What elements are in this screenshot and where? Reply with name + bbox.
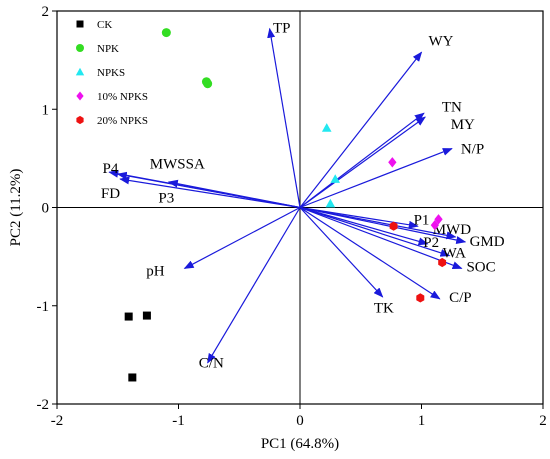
vector-label: WA <box>443 246 466 262</box>
legend-marker <box>76 20 84 28</box>
vector-arrow-fd <box>119 176 301 209</box>
x-tick-label: -2 <box>51 413 64 429</box>
point-20-npks <box>438 257 447 268</box>
vector-arrow-my <box>299 116 426 208</box>
vector-arrow-p3 <box>167 179 301 209</box>
point-10-npks <box>434 214 443 225</box>
vector-arrow-ph <box>183 206 301 269</box>
vector-arrow-soc <box>299 206 463 269</box>
vector-label: P3 <box>158 191 174 207</box>
vector-label: TK <box>374 301 394 317</box>
legend-marker <box>76 91 84 101</box>
point-20-npks <box>389 221 398 231</box>
vector-label: MWD <box>433 222 471 238</box>
point-npks <box>330 174 341 183</box>
point-10-npks <box>430 219 440 231</box>
vector-arrow-c-p <box>299 206 441 300</box>
point-10-npks <box>388 157 397 168</box>
vector-arrow-p1 <box>299 206 419 229</box>
vector-arrow-gmd <box>299 206 467 244</box>
vector-label: C/P <box>449 290 472 306</box>
vector-arrow-n-p <box>299 147 453 209</box>
y-tick-label: 1 <box>42 102 50 118</box>
point-npk <box>203 79 213 89</box>
x-tick-label: 1 <box>418 413 426 429</box>
vector-label: MY <box>451 117 475 133</box>
x-tick-label: 2 <box>539 413 547 429</box>
legend-label: NPKS <box>97 67 125 79</box>
y-axis-label: PC2 (11.2%) <box>8 169 24 247</box>
point-npks <box>321 123 332 132</box>
y-tick-label: -1 <box>37 299 50 315</box>
vector-label: TN <box>442 99 462 115</box>
vector-arrow-tn <box>299 112 425 208</box>
vector-label: SOC <box>466 259 495 275</box>
vector-label: MWSSA <box>150 156 205 172</box>
legend-marker <box>75 67 85 76</box>
vector-arrow-p2 <box>299 206 429 246</box>
vector-arrow-wa <box>299 206 451 257</box>
vector-arrow-tk <box>299 207 384 298</box>
legend-marker <box>76 115 84 125</box>
y-tick-label: -2 <box>37 397 50 413</box>
legend-label: 20% NPKS <box>97 115 148 127</box>
vector-label: C/N <box>199 356 224 372</box>
vector-arrow-tp <box>267 27 301 208</box>
x-axis-label: PC1 (64.8%) <box>261 436 339 452</box>
vector-label: N/P <box>461 142 484 158</box>
legend: CK NPK NPKS 10% NPKS 20% NPKS <box>75 19 148 127</box>
y-tick-label: 0 <box>42 201 50 217</box>
vector-label: FD <box>101 186 120 202</box>
y-tick-label: 2 <box>42 4 50 20</box>
legend-label: 10% NPKS <box>97 91 148 103</box>
point-ck <box>142 311 151 320</box>
x-tick-label: -1 <box>172 413 185 429</box>
point-20-npks <box>416 293 425 303</box>
vector-label: pH <box>146 263 165 279</box>
axis-ticks: -2 -1 0 1 2 -2 -1 0 1 2 <box>37 4 547 429</box>
vector-arrow-c-n <box>207 207 301 364</box>
vector-arrow-wy <box>299 51 423 208</box>
sample-points <box>124 28 447 382</box>
x-tick-label: 0 <box>296 413 304 429</box>
legend-label: CK <box>97 19 112 31</box>
legend-label: NPK <box>97 43 119 55</box>
vector-label: GMD <box>470 234 505 250</box>
point-ck <box>124 312 133 321</box>
vector-label: P4 <box>103 161 119 177</box>
point-npk <box>161 28 171 38</box>
legend-marker <box>76 44 84 52</box>
vector-label: WY <box>428 33 453 49</box>
vector-label: P2 <box>423 235 439 251</box>
point-ck <box>128 373 137 382</box>
vector-label: P1 <box>414 212 430 228</box>
vector-label: TP <box>273 21 291 37</box>
point-npks <box>325 198 336 208</box>
